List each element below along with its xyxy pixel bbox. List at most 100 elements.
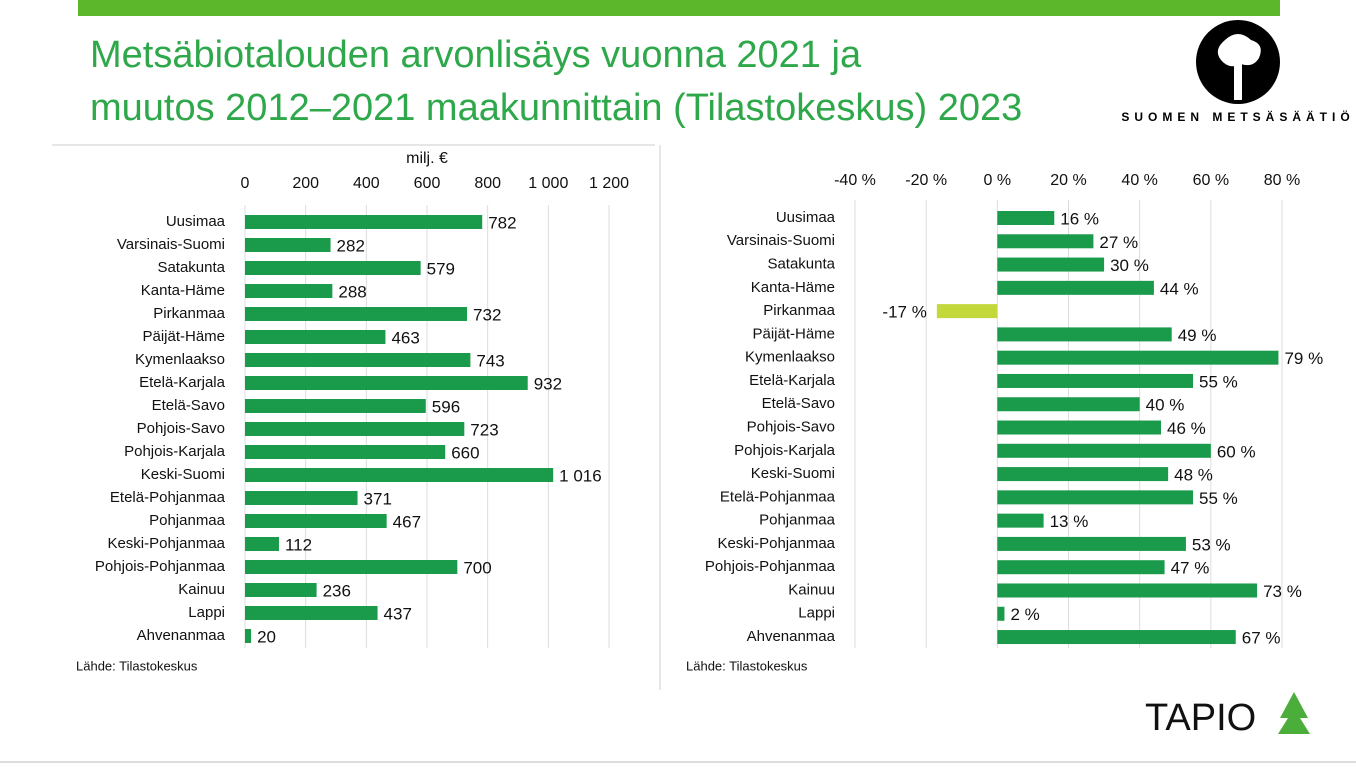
brand: TAPIO	[1145, 697, 1256, 739]
bar	[997, 327, 1172, 342]
value-label: 782	[488, 213, 516, 232]
logo-text: SUOMEN METSÄSÄÄTIÖ	[1121, 109, 1354, 124]
bar	[997, 583, 1258, 598]
value-label: 27 %	[1099, 233, 1138, 252]
value-label: 55 %	[1199, 372, 1238, 391]
category-label: Lappi	[188, 604, 225, 621]
category-label: Satakunta	[157, 259, 225, 276]
category-label: Pohjois-Pohjanmaa	[95, 558, 226, 575]
value-label: 20	[257, 627, 276, 646]
category-label: Pohjois-Karjala	[734, 442, 836, 459]
category-label: Keski-Suomi	[751, 465, 835, 482]
value-label: 596	[432, 397, 460, 416]
value-label: 288	[338, 282, 366, 301]
category-label: Etelä-Savo	[152, 397, 225, 414]
bar	[245, 491, 358, 505]
value-label: 236	[323, 581, 351, 600]
bar	[245, 330, 386, 344]
value-label: 437	[384, 604, 412, 623]
title-line: muutos 2012–2021 maakunnittain (Tilastok…	[90, 87, 1022, 129]
value-label: 112	[285, 535, 312, 554]
category-label: Pohjois-Savo	[137, 420, 225, 437]
category-label: Pohjanmaa	[759, 512, 836, 529]
value-label: 16 %	[1060, 209, 1099, 228]
value-label: 73 %	[1263, 582, 1302, 601]
bar	[245, 445, 446, 459]
value-label: -17 %	[882, 303, 926, 322]
bar	[245, 307, 468, 321]
value-label: 47 %	[1171, 559, 1210, 578]
value-label: 579	[427, 259, 455, 278]
category-label: Uusimaa	[776, 209, 836, 226]
bar	[997, 373, 1194, 388]
x-tick-label: -20 %	[905, 172, 947, 189]
bar	[245, 629, 252, 643]
category-label: Päijät-Häme	[752, 325, 835, 342]
title-line: Metsäbiotalouden arvonlisäys vuonna 2021…	[90, 34, 862, 76]
x-tick-label: 600	[414, 175, 441, 192]
x-tick-label: -40 %	[834, 172, 876, 189]
category-label: Kymenlaakso	[135, 351, 225, 368]
category-label: Pirkanmaa	[763, 302, 835, 319]
value-label: 932	[534, 374, 562, 393]
bar	[245, 468, 554, 482]
value-label: 2 %	[1010, 605, 1039, 624]
category-label: Uusimaa	[166, 213, 226, 230]
category-label: Pohjois-Savo	[747, 418, 835, 435]
value-label: 723	[470, 420, 498, 439]
bar	[245, 583, 317, 597]
value-label: 1 016	[559, 466, 602, 485]
value-label: 79 %	[1284, 349, 1323, 368]
bar	[245, 261, 421, 275]
category-label: Etelä-Pohjanmaa	[110, 489, 226, 506]
category-label: Etelä-Savo	[762, 395, 835, 412]
source: Lähde: Tilastokeskus	[76, 658, 198, 673]
bar	[997, 280, 1154, 295]
value-label: 67 %	[1242, 629, 1281, 648]
bar	[245, 422, 465, 436]
bar	[245, 353, 471, 367]
x-tick-label: 1 000	[528, 175, 568, 192]
value-label: 13 %	[1050, 512, 1089, 531]
bar	[245, 537, 279, 551]
bar	[997, 211, 1055, 225]
x-tick-label: 800	[474, 175, 501, 192]
bar	[245, 284, 333, 298]
category-label: Keski-Suomi	[141, 466, 225, 483]
value-label: 60 %	[1217, 442, 1256, 461]
bar	[997, 560, 1165, 575]
bar	[245, 560, 458, 574]
value-label: 467	[393, 512, 421, 531]
bar	[245, 399, 426, 413]
value-label: 53 %	[1192, 535, 1231, 554]
category-label: Pohjanmaa	[149, 512, 226, 529]
bar	[245, 514, 387, 528]
value-label: 40 %	[1146, 396, 1185, 415]
value-label: 371	[364, 489, 392, 508]
value-label: 660	[451, 443, 479, 462]
x-tick-label: 0	[241, 175, 250, 192]
bar	[997, 536, 1186, 551]
bar	[997, 630, 1236, 645]
x-tick-label: 200	[292, 175, 319, 192]
bar	[997, 490, 1194, 505]
top-bar	[78, 0, 1280, 16]
foundation-logo	[1196, 20, 1280, 104]
bar	[245, 238, 331, 252]
category-label: Lappi	[798, 605, 835, 622]
source: Lähde: Tilastokeskus	[686, 658, 808, 673]
x-tick-label: 400	[353, 175, 380, 192]
value-label: 49 %	[1178, 326, 1217, 345]
bar	[245, 215, 483, 229]
bar	[245, 606, 378, 620]
value-label: 30 %	[1110, 256, 1149, 275]
category-label: Kanta-Häme	[751, 279, 835, 296]
category-label: Kainuu	[178, 581, 225, 598]
value-label: 55 %	[1199, 489, 1238, 508]
x-axis-label: milj. €	[406, 150, 448, 167]
value-label: 48 %	[1174, 466, 1213, 485]
bar	[997, 513, 1044, 528]
bar	[997, 443, 1211, 458]
category-label: Varsinais-Suomi	[727, 232, 835, 249]
